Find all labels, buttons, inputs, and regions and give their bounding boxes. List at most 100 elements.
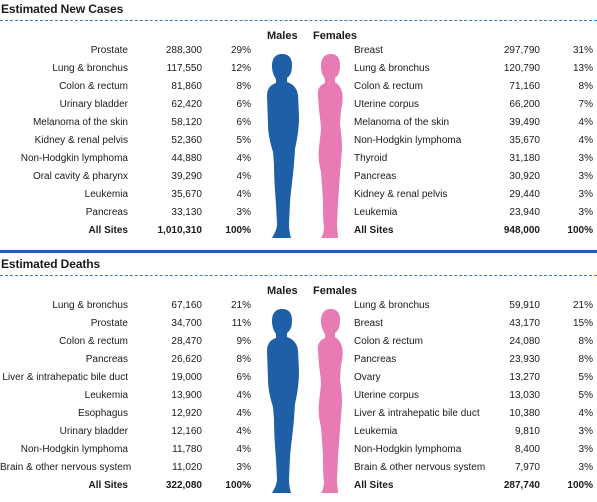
site-label: Leukemia <box>84 390 128 401</box>
percentage: 9% <box>236 336 251 347</box>
case-count: 58,120 <box>171 117 202 128</box>
table-row: Non-Hodgkin lymphoma 35,670 4% <box>0 132 597 150</box>
site-label: Uterine corpus <box>354 390 420 401</box>
site-label: Leukemia <box>84 189 128 200</box>
table-row: Uterine corpus 66,200 7% <box>0 96 597 114</box>
section-divider <box>0 250 597 253</box>
site-label: Lung & bronchus <box>52 300 128 311</box>
new-cases-section: Estimated New Cases Males Females Prosta… <box>0 0 597 247</box>
site-label: Brain & other nervous system <box>354 462 486 473</box>
percentage: 4% <box>236 189 251 200</box>
case-count: 287,740 <box>503 480 540 491</box>
case-count: 52,360 <box>171 135 202 146</box>
case-count: 30,920 <box>509 171 540 182</box>
table-row: All Sites 948,000 100% <box>0 222 597 240</box>
site-label: Ovary <box>354 372 381 383</box>
site-label: All Sites <box>88 480 128 491</box>
case-count: 28,470 <box>171 336 202 347</box>
percentage: 31% <box>572 45 593 56</box>
site-label: Pancreas <box>354 354 397 365</box>
table-row: Leukemia 13,900 4% <box>0 387 597 405</box>
males-header: Males <box>267 30 298 42</box>
table-row: Oral cavity & pharynx 39,290 4% <box>0 168 597 186</box>
table-row: All Sites 322,080 100% <box>0 477 597 495</box>
percentage: 3% <box>236 207 251 218</box>
table-row: Urinary bladder 62,420 6% <box>0 96 597 114</box>
case-count: 10,380 <box>509 408 540 419</box>
case-count: 59,910 <box>509 300 540 311</box>
table-row: Uterine corpus 13,030 5% <box>0 387 597 405</box>
case-count: 12,920 <box>171 408 202 419</box>
table-row: Pancreas 30,920 3% <box>0 168 597 186</box>
females-header: Females <box>313 30 358 42</box>
site-label: Leukemia <box>354 207 398 218</box>
case-count: 43,170 <box>509 318 540 329</box>
percentage: 3% <box>578 444 593 455</box>
table-row: Leukemia 23,940 3% <box>0 204 597 222</box>
percentage: 4% <box>578 408 593 419</box>
percentage: 100% <box>225 225 251 236</box>
site-label: Urinary bladder <box>59 426 128 437</box>
case-count: 81,860 <box>171 81 202 92</box>
table-row: Lung & bronchus 117,550 12% <box>0 60 597 78</box>
case-count: 71,160 <box>509 81 540 92</box>
case-count: 31,180 <box>509 153 540 164</box>
case-count: 39,490 <box>509 117 540 128</box>
percentage: 4% <box>236 408 251 419</box>
percentage: 4% <box>578 135 593 146</box>
table-row: Thyroid 31,180 3% <box>0 150 597 168</box>
table-row: Non-Hodgkin lymphoma 44,880 4% <box>0 150 597 168</box>
case-count: 117,550 <box>166 63 202 74</box>
table-row: Kidney & renal pelvis 29,440 3% <box>0 186 597 204</box>
case-count: 120,790 <box>503 63 540 74</box>
case-count: 23,940 <box>509 207 540 218</box>
percentage: 4% <box>236 153 251 164</box>
percentage: 6% <box>236 99 251 110</box>
percentage: 3% <box>578 426 593 437</box>
table-row: Brain & other nervous system 7,970 3% <box>0 459 597 477</box>
table-row: Colon & rectum 28,470 9% <box>0 333 597 351</box>
percentage: 3% <box>578 189 593 200</box>
table-row: Esophagus 12,920 4% <box>0 405 597 423</box>
percentage: 4% <box>236 426 251 437</box>
female-silhouette-icon <box>311 52 349 242</box>
females-header: Females <box>313 285 358 297</box>
site-label: Pancreas <box>354 171 397 182</box>
dashed-divider <box>0 20 597 21</box>
percentage: 8% <box>578 354 593 365</box>
case-count: 948,000 <box>503 225 540 236</box>
case-count: 44,880 <box>171 153 202 164</box>
table-row: Breast 43,170 15% <box>0 315 597 333</box>
case-count: 19,000 <box>171 372 202 383</box>
site-label: Non-Hodgkin lymphoma <box>20 444 128 455</box>
site-label: All Sites <box>354 225 394 236</box>
percentage: 5% <box>236 135 251 146</box>
site-label: Lung & bronchus <box>52 63 128 74</box>
site-label: Oral cavity & pharynx <box>32 171 128 182</box>
percentage: 8% <box>236 354 251 365</box>
site-label: Thyroid <box>354 153 388 164</box>
percentage: 3% <box>578 153 593 164</box>
percentage: 4% <box>236 390 251 401</box>
table-row: Kidney & renal pelvis 52,360 5% <box>0 132 597 150</box>
section-title: Estimated New Cases <box>1 2 124 16</box>
site-label: Breast <box>354 318 383 329</box>
table-row: Pancreas 23,930 8% <box>0 351 597 369</box>
percentage: 100% <box>567 480 593 491</box>
percentage: 100% <box>225 480 251 491</box>
case-count: 29,440 <box>509 189 540 200</box>
table-row: Leukemia 9,810 3% <box>0 423 597 441</box>
males-header: Males <box>267 285 298 297</box>
percentage: 4% <box>236 171 251 182</box>
case-count: 24,080 <box>509 336 540 347</box>
case-count: 13,270 <box>509 372 540 383</box>
site-label: Pancreas <box>85 354 128 365</box>
percentage: 21% <box>230 300 251 311</box>
percentage: 13% <box>572 63 593 74</box>
case-count: 11,780 <box>172 444 202 455</box>
deaths-section: Estimated Deaths Males Females Lung & br… <box>0 255 597 502</box>
dashed-divider <box>0 275 597 276</box>
site-label: Non-Hodgkin lymphoma <box>354 444 462 455</box>
site-label: All Sites <box>354 480 394 491</box>
case-count: 7,970 <box>514 462 540 473</box>
